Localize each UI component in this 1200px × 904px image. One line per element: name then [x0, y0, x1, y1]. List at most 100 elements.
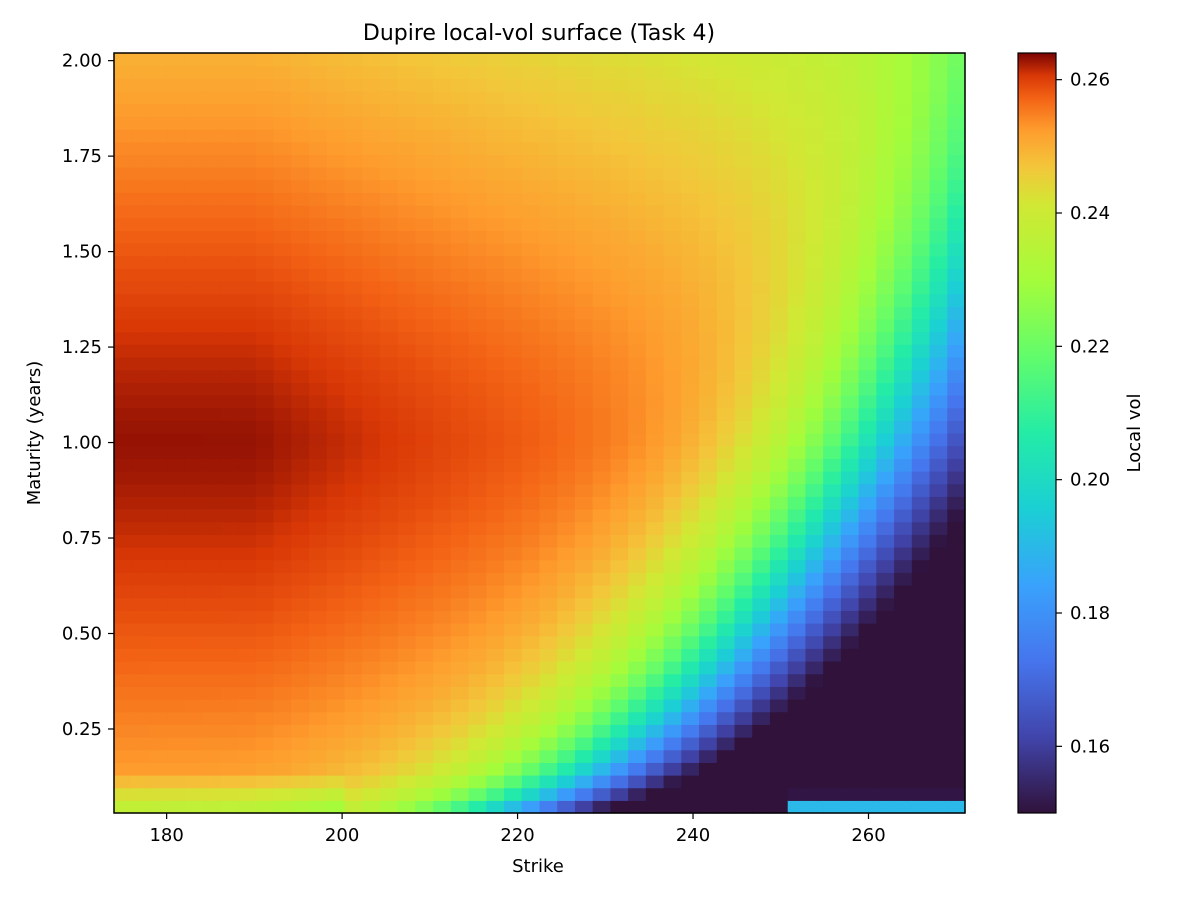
heatmap-cell: [521, 648, 541, 662]
heatmap-cell: [202, 293, 221, 307]
heatmap-cell: [326, 179, 346, 193]
heatmap-cell: [344, 344, 363, 358]
heatmap-cell: [681, 255, 700, 269]
heatmap-cell: [202, 243, 221, 257]
heatmap-cell: [539, 217, 558, 231]
heatmap-cell: [362, 534, 381, 548]
heatmap-cell: [291, 78, 310, 92]
heatmap-cell: [769, 205, 789, 219]
heatmap-cell: [858, 78, 877, 92]
heatmap-cell: [379, 230, 399, 244]
heatmap-cell: [699, 686, 718, 700]
heatmap-cell: [167, 217, 186, 231]
heatmap-cell: [486, 116, 505, 130]
heatmap-cell: [592, 635, 612, 649]
heatmap-cell: [521, 255, 541, 269]
heatmap-cell: [468, 585, 487, 599]
heatmap-cell: [592, 53, 612, 67]
heatmap-cell: [344, 762, 363, 776]
heatmap-cell: [663, 509, 682, 523]
heatmap-cell: [238, 775, 257, 789]
heatmap-cell: [167, 585, 186, 599]
heatmap-cell: [255, 255, 275, 269]
heatmap-cell: [823, 141, 842, 155]
heatmap-cell: [255, 65, 275, 79]
heatmap-cell: [273, 572, 292, 586]
heatmap-cell: [468, 344, 487, 358]
heatmap-cell: [326, 775, 346, 789]
heatmap-cell: [486, 673, 505, 687]
heatmap-cell: [592, 255, 612, 269]
heatmap-cell: [344, 787, 363, 801]
heatmap-cell: [557, 91, 576, 105]
heatmap-cell: [167, 521, 186, 535]
heatmap-cell: [309, 483, 328, 497]
heatmap-cell: [255, 509, 275, 523]
heatmap-cell: [397, 243, 416, 257]
heatmap-cell: [220, 724, 239, 738]
heatmap-cell: [167, 344, 186, 358]
heatmap-cell: [876, 382, 895, 396]
heatmap-cell: [344, 167, 363, 181]
heatmap-cell: [663, 661, 682, 675]
heatmap-cell: [184, 623, 204, 637]
heatmap-cell: [131, 509, 151, 523]
heatmap-cell: [238, 521, 257, 535]
heatmap-cell: [645, 711, 665, 725]
heatmap-cell: [610, 711, 629, 725]
heatmap-cell: [220, 661, 239, 675]
heatmap-cell: [663, 179, 682, 193]
heatmap-cell: [574, 395, 594, 409]
heatmap-cell: [769, 179, 789, 193]
heatmap-cell: [645, 192, 665, 206]
heatmap-cell: [202, 369, 221, 383]
heatmap-cell: [663, 521, 682, 535]
heatmap-cell: [326, 648, 346, 662]
heatmap-cell: [734, 78, 753, 92]
heatmap-cell: [184, 509, 204, 523]
heatmap-cell: [468, 255, 487, 269]
heatmap-cell: [326, 445, 346, 459]
heatmap-cell: [167, 205, 186, 219]
heatmap-cell: [574, 572, 594, 586]
heatmap-cell: [184, 787, 204, 801]
heatmap-cell: [433, 255, 452, 269]
heatmap-cell: [805, 585, 824, 599]
heatmap-cell: [610, 534, 629, 548]
heatmap-cell: [557, 699, 576, 713]
heatmap-cell: [415, 154, 434, 168]
heatmap-cell: [504, 192, 523, 206]
heatmap-cell: [858, 281, 877, 295]
heatmap-cell: [894, 635, 913, 649]
heatmap-cell: [167, 597, 186, 611]
heatmap-cell: [504, 268, 523, 282]
heatmap-cell: [840, 737, 860, 751]
heatmap-cell: [131, 737, 151, 751]
heatmap-cell: [220, 91, 239, 105]
heatmap-cell: [379, 357, 399, 371]
heatmap-cell: [486, 661, 505, 675]
heatmap-cell: [309, 230, 328, 244]
heatmap-cell: [557, 737, 576, 751]
heatmap-cell: [716, 559, 736, 573]
heatmap-cell: [220, 344, 239, 358]
heatmap-cell: [468, 407, 487, 421]
heatmap-cell: [716, 610, 736, 624]
heatmap-cell: [681, 610, 700, 624]
heatmap-cell: [149, 129, 168, 143]
heatmap-cell: [344, 800, 363, 814]
heatmap-cell: [574, 129, 594, 143]
heatmap-cell: [752, 648, 771, 662]
heatmap-cell: [433, 559, 452, 573]
heatmap-cell: [220, 420, 239, 434]
heatmap-cell: [220, 369, 239, 383]
heatmap-cell: [504, 635, 523, 649]
heatmap-cell: [628, 407, 647, 421]
heatmap-cell: [734, 547, 753, 561]
heatmap-cell: [362, 230, 381, 244]
heatmap-cell: [114, 331, 133, 345]
heatmap-cell: [539, 53, 558, 67]
heatmap-cell: [344, 91, 363, 105]
heatmap-cell: [574, 800, 594, 814]
heatmap-cell: [309, 534, 328, 548]
